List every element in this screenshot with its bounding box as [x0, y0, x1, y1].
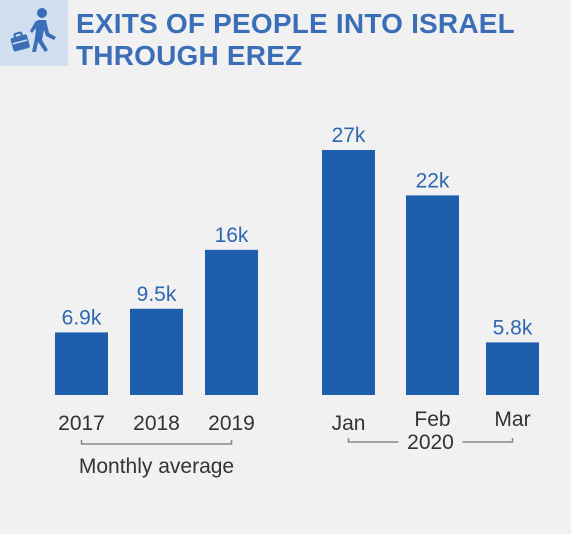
- groups-layer: Monthly average 2020: [79, 431, 514, 478]
- chart-header: EXITS OF PEOPLE INTO ISRAEL THROUGH EREZ: [0, 0, 571, 76]
- data-label: 6.9k: [62, 306, 102, 329]
- bar-jan: [322, 150, 375, 395]
- bar-feb: [406, 195, 459, 395]
- data-label: 27k: [332, 124, 366, 147]
- bars-layer: [55, 150, 539, 395]
- data-label: 9.5k: [137, 283, 177, 306]
- chart-title-line-2: THROUGH EREZ: [76, 40, 303, 71]
- icon-box: [0, 0, 68, 66]
- category-label: Feb: [414, 408, 450, 431]
- group-bracket-2020-right: [462, 438, 514, 443]
- walking-person-with-bag-icon: [10, 8, 56, 52]
- labels-layer: 6.9k 2017 9.5k 2018 16k 2019 27k Jan 22k Feb 5.8k M…: [58, 124, 533, 435]
- data-label: 16k: [215, 224, 249, 247]
- group-label-monthly-average: Monthly average: [79, 455, 234, 478]
- bar-2018: [130, 308, 183, 395]
- bar-2017: [55, 332, 108, 395]
- data-label: 22k: [416, 169, 450, 192]
- group-bracket-monthly-average: [80, 440, 233, 445]
- chart-title-line-1: EXITS OF PEOPLE INTO ISRAEL: [76, 8, 515, 39]
- chart-title: EXITS OF PEOPLE INTO ISRAEL THROUGH EREZ: [76, 8, 515, 72]
- category-label: 2017: [58, 412, 105, 435]
- category-label: 2019: [208, 412, 255, 435]
- group-label-2020: 2020: [407, 431, 454, 454]
- bar-mar: [486, 342, 539, 395]
- category-label: Jan: [332, 412, 366, 435]
- group-bracket-2020-left: [347, 438, 399, 443]
- data-label: 5.8k: [493, 316, 533, 339]
- category-label: 2018: [133, 412, 180, 435]
- bar-2019: [205, 249, 258, 395]
- category-label: Mar: [494, 408, 530, 431]
